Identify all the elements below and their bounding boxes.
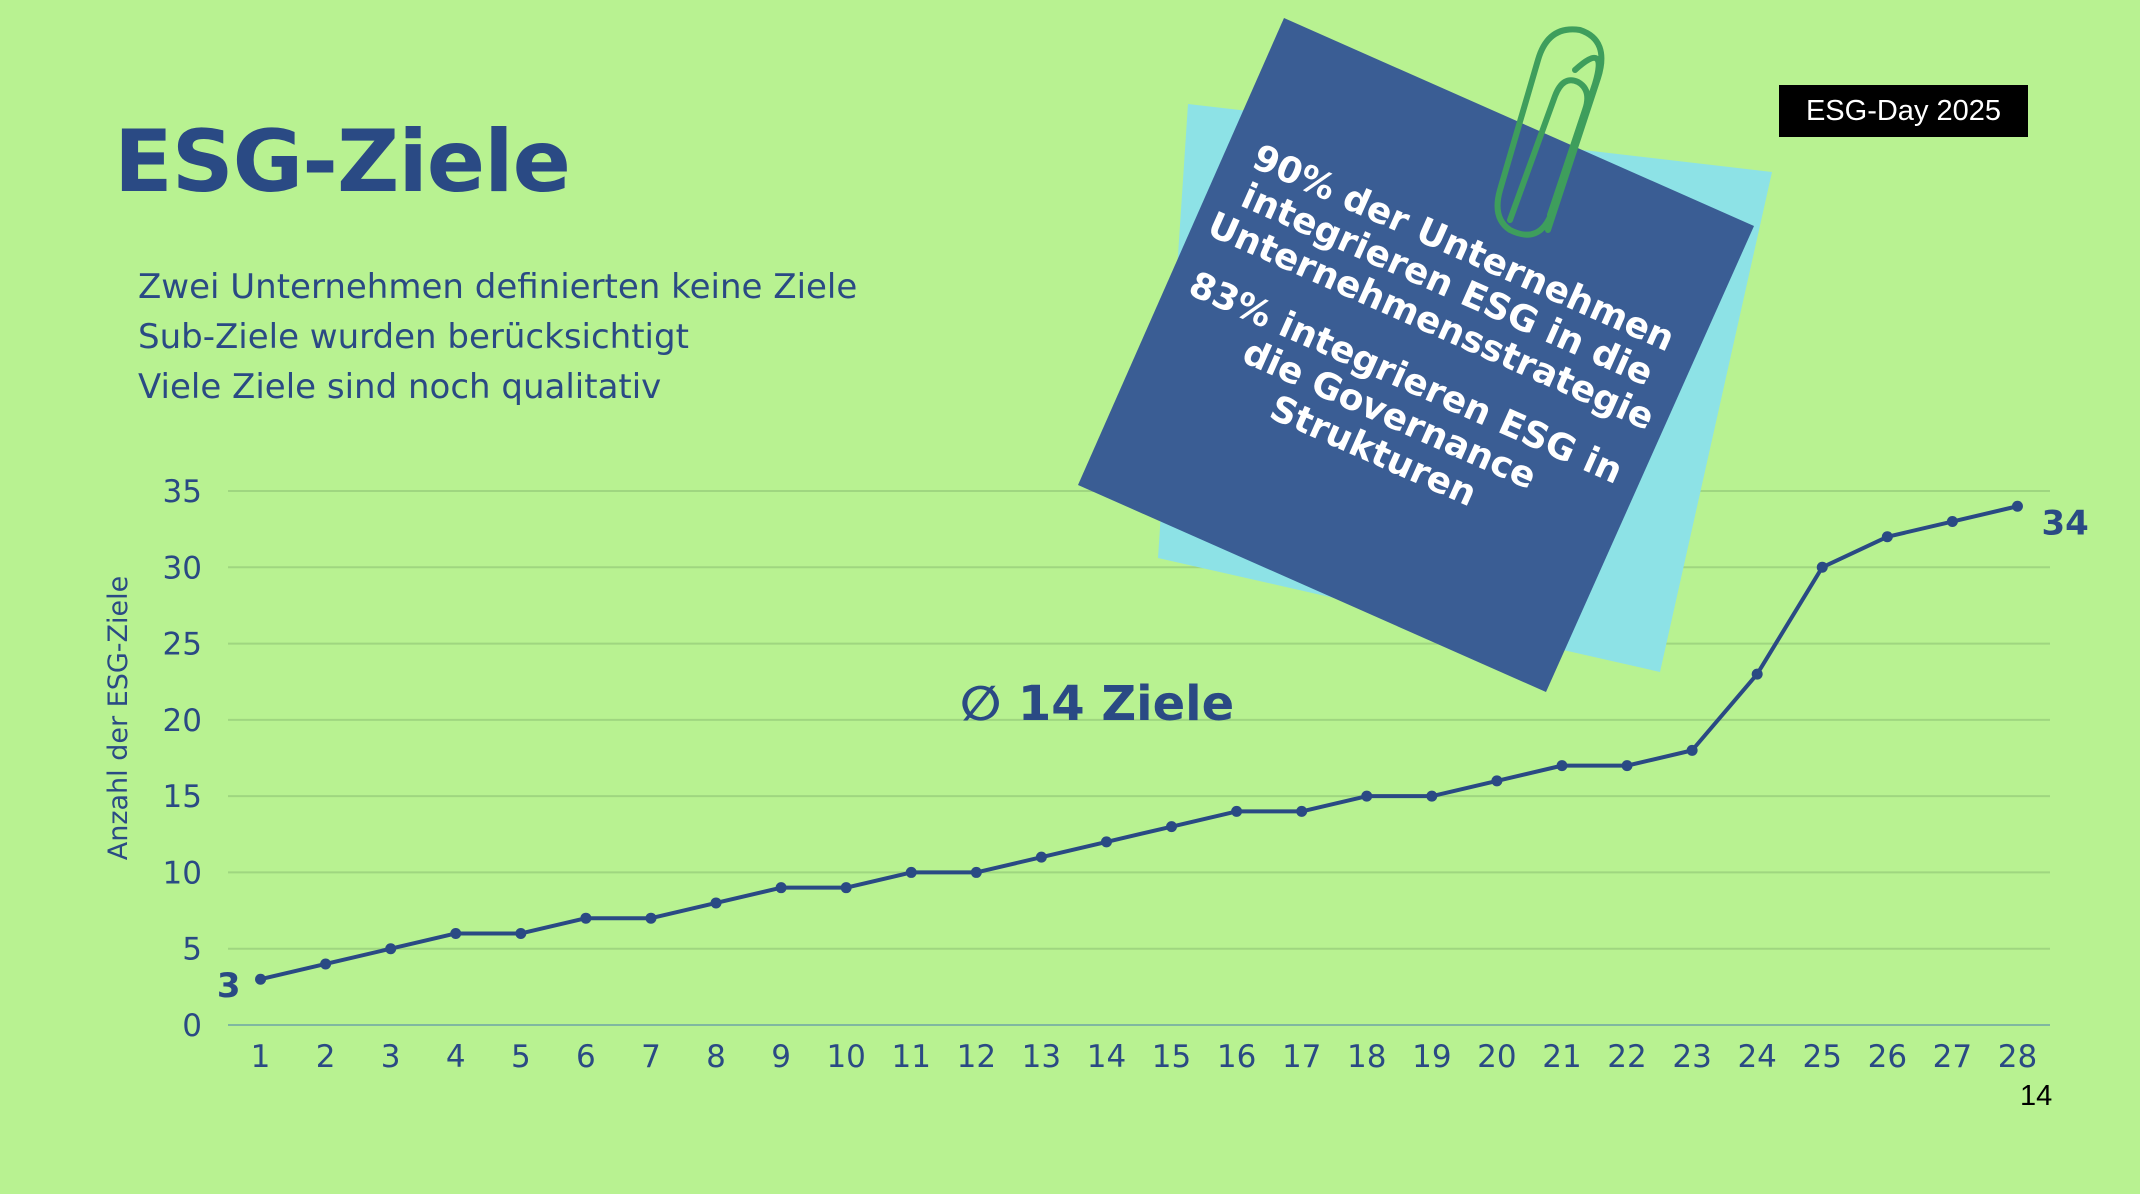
x-tick-label: 17 xyxy=(1282,1039,1321,1075)
y-tick-label: 0 xyxy=(182,1008,202,1044)
sticky-note: 90% der Unternehmen integrieren ESG in d… xyxy=(1078,18,1772,692)
chart-gridlines xyxy=(228,490,2050,950)
x-tick-label: 13 xyxy=(1022,1039,1061,1075)
x-tick-label: 20 xyxy=(1477,1039,1516,1075)
y-tick-label: 15 xyxy=(163,779,202,815)
x-tick-label: 10 xyxy=(826,1039,865,1075)
data-point xyxy=(1231,805,1243,817)
data-point xyxy=(450,927,462,939)
x-tick-label: 19 xyxy=(1412,1039,1451,1075)
bullet-item: Viele Ziele sind noch qualitativ xyxy=(138,367,662,407)
data-points xyxy=(255,500,2023,985)
data-point xyxy=(1100,836,1112,848)
y-axis-ticks: 0 5 10 15 20 25 30 35 xyxy=(163,474,202,1044)
y-tick-label: 20 xyxy=(163,703,202,739)
data-point xyxy=(1361,790,1373,802)
series-line xyxy=(260,504,2018,982)
x-axis-ticks: 1 2 3 4 5 6 7 8 9 10 11 12 13 14 15 16 17 18 19 20 21 22 23 24 2… xyxy=(251,1039,2038,1075)
data-point xyxy=(1816,561,1828,573)
y-tick-label: 5 xyxy=(182,932,202,968)
data-point xyxy=(710,897,722,909)
data-label: 34 xyxy=(2041,503,2088,543)
data-point xyxy=(385,943,397,955)
x-tick-label: 3 xyxy=(381,1039,401,1075)
page-title: ESG-Ziele xyxy=(114,112,571,212)
bullet-item: Sub-Ziele wurden berücksichtigt xyxy=(138,317,689,357)
x-tick-label: 27 xyxy=(1933,1039,1972,1075)
y-tick-label: 30 xyxy=(163,550,202,586)
x-tick-label: 1 xyxy=(251,1039,271,1075)
data-point xyxy=(1946,516,1958,528)
x-tick-label: 26 xyxy=(1868,1039,1907,1075)
data-point xyxy=(515,927,527,939)
data-point xyxy=(1166,821,1178,833)
data-point xyxy=(1296,805,1308,817)
data-labels: 3 34 xyxy=(217,503,2089,1006)
data-point xyxy=(1426,790,1438,802)
data-point xyxy=(1686,744,1698,756)
x-tick-label: 25 xyxy=(1803,1039,1842,1075)
y-tick-label: 25 xyxy=(163,627,202,663)
x-tick-label: 24 xyxy=(1737,1039,1776,1075)
data-point xyxy=(255,973,267,985)
x-tick-label: 9 xyxy=(771,1039,791,1075)
x-tick-label: 16 xyxy=(1217,1039,1256,1075)
data-point xyxy=(905,866,917,878)
data-point xyxy=(1751,668,1763,680)
page-number: 14 xyxy=(2020,1080,2053,1112)
data-point xyxy=(1035,851,1047,863)
x-tick-label: 8 xyxy=(706,1039,726,1075)
data-label: 3 xyxy=(217,966,241,1006)
x-tick-label: 18 xyxy=(1347,1039,1386,1075)
x-tick-label: 6 xyxy=(576,1039,596,1075)
data-point xyxy=(645,912,657,924)
x-tick-label: 21 xyxy=(1542,1039,1581,1075)
data-point xyxy=(1491,775,1503,787)
x-tick-label: 11 xyxy=(892,1039,931,1075)
data-point xyxy=(320,958,332,970)
x-tick-label: 2 xyxy=(316,1039,336,1075)
y-tick-label: 35 xyxy=(163,474,202,510)
x-tick-label: 12 xyxy=(957,1039,996,1075)
data-point xyxy=(840,882,852,894)
x-tick-label: 28 xyxy=(1998,1039,2037,1075)
x-tick-label: 15 xyxy=(1152,1039,1191,1075)
y-tick-label: 10 xyxy=(163,855,202,891)
data-point xyxy=(2011,500,2023,512)
x-tick-label: 7 xyxy=(641,1039,661,1075)
data-point xyxy=(1621,760,1633,772)
data-point xyxy=(1556,760,1568,772)
x-tick-label: 14 xyxy=(1087,1039,1126,1075)
data-point xyxy=(580,912,592,924)
bullet-list: Zwei Unternehmen definierten keine Ziele… xyxy=(138,262,857,412)
data-point xyxy=(1881,531,1893,543)
average-label: ∅ 14 Ziele xyxy=(960,676,1234,732)
paperclip-icon xyxy=(1494,26,1605,238)
x-tick-label: 5 xyxy=(511,1039,531,1075)
y-axis-label: Anzahl der ESG-Ziele xyxy=(103,576,134,861)
x-tick-label: 22 xyxy=(1607,1039,1646,1075)
bullet-item: Zwei Unternehmen definierten keine Ziele xyxy=(138,267,858,307)
data-point xyxy=(775,882,787,894)
sticky-note-front xyxy=(1078,18,1754,692)
event-badge: ESG-Day 2025 xyxy=(1779,85,2028,137)
data-point xyxy=(970,866,982,878)
x-tick-label: 4 xyxy=(446,1039,466,1075)
x-tick-label: 23 xyxy=(1672,1039,1711,1075)
